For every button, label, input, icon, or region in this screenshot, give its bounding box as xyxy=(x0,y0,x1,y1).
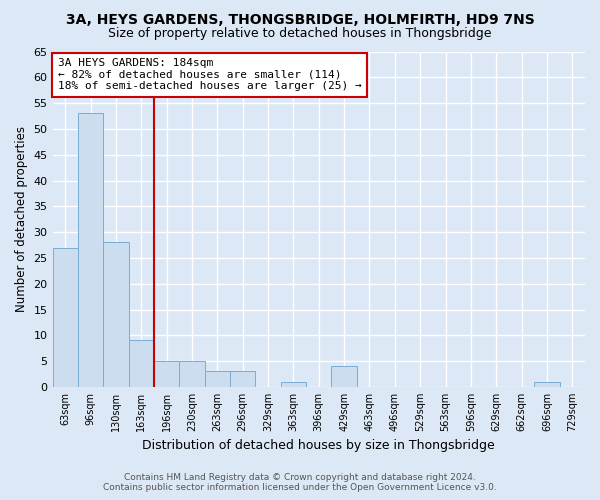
Bar xyxy=(103,242,128,387)
Text: Size of property relative to detached houses in Thongsbridge: Size of property relative to detached ho… xyxy=(108,28,492,40)
Bar xyxy=(53,248,78,387)
Bar xyxy=(154,361,179,387)
X-axis label: Distribution of detached houses by size in Thongsbridge: Distribution of detached houses by size … xyxy=(142,440,495,452)
Bar xyxy=(281,382,306,387)
Bar xyxy=(78,114,103,387)
Bar xyxy=(179,361,205,387)
Text: 3A HEYS GARDENS: 184sqm
← 82% of detached houses are smaller (114)
18% of semi-d: 3A HEYS GARDENS: 184sqm ← 82% of detache… xyxy=(58,58,362,92)
Bar xyxy=(534,382,560,387)
Y-axis label: Number of detached properties: Number of detached properties xyxy=(15,126,28,312)
Text: Contains HM Land Registry data © Crown copyright and database right 2024.
Contai: Contains HM Land Registry data © Crown c… xyxy=(103,473,497,492)
Bar xyxy=(128,340,154,387)
Bar xyxy=(205,372,230,387)
Text: 3A, HEYS GARDENS, THONGSBRIDGE, HOLMFIRTH, HD9 7NS: 3A, HEYS GARDENS, THONGSBRIDGE, HOLMFIRT… xyxy=(65,12,535,26)
Bar xyxy=(230,372,256,387)
Bar xyxy=(331,366,357,387)
